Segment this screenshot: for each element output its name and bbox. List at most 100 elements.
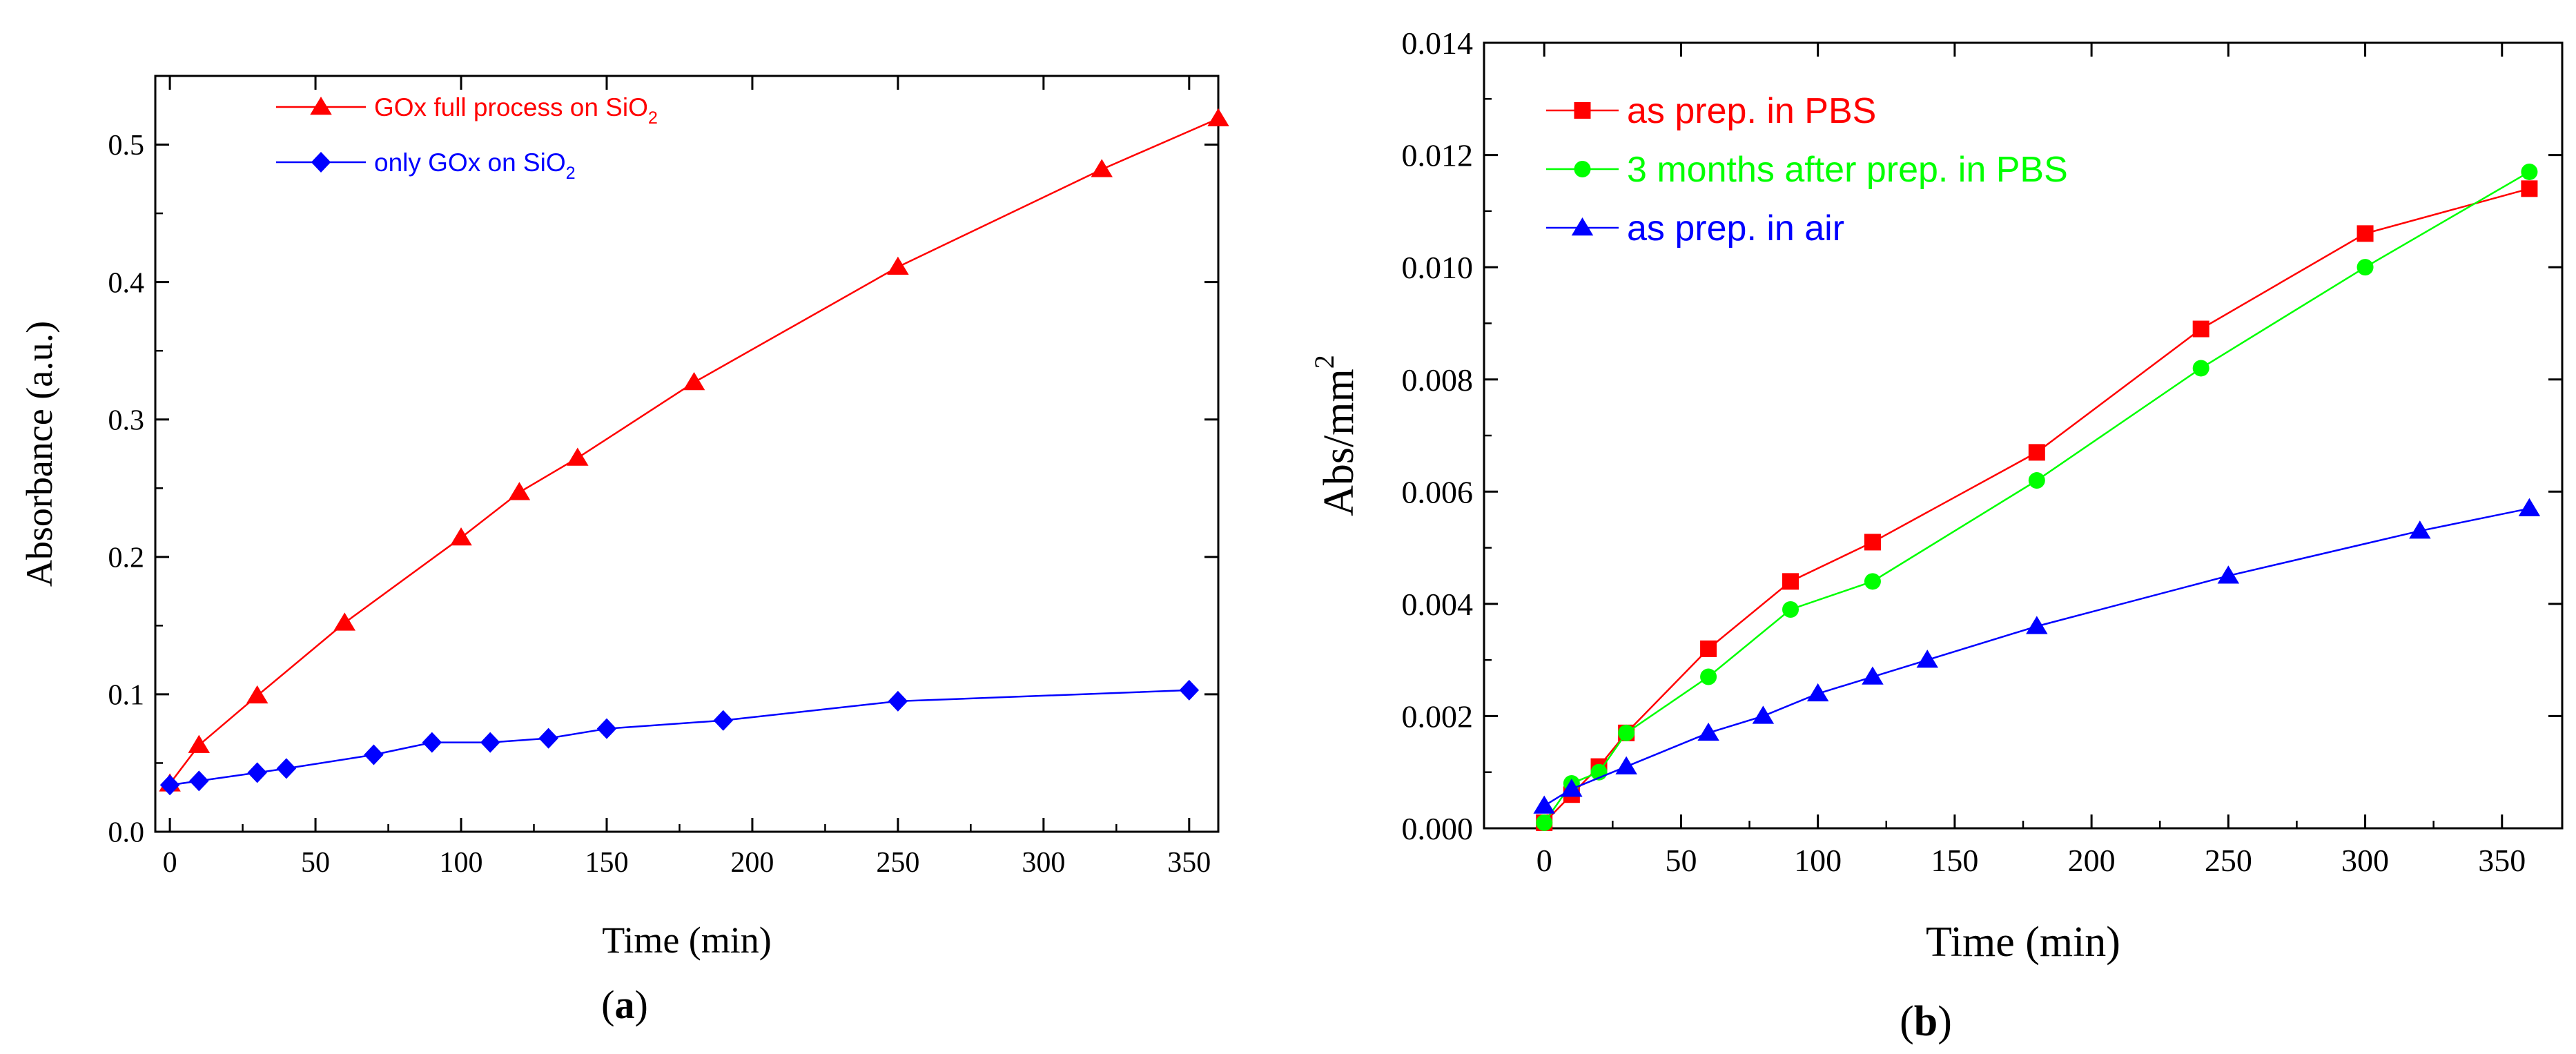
data-point	[2028, 472, 2045, 489]
legend-label-subscript: 2	[566, 164, 576, 183]
x-tick-label: 350	[2478, 843, 2526, 878]
data-point	[713, 710, 733, 731]
x-tick-label: 250	[876, 847, 919, 879]
data-point	[2518, 498, 2541, 516]
data-point	[1207, 108, 1229, 126]
data-point	[1864, 534, 1881, 551]
x-tick-label: 300	[1022, 847, 1065, 879]
series-line	[1543, 507, 2530, 807]
data-point	[450, 527, 472, 546]
legend-label-text: 3 months after prep. in PBS	[1627, 150, 2068, 190]
data-point	[508, 482, 531, 500]
x-tick-label: 50	[301, 847, 330, 879]
y-tick-label: 0.1	[108, 680, 145, 712]
legend-entry: as prep. in PBS	[1546, 91, 1876, 131]
panel-label-close: )	[1938, 998, 1952, 1045]
y-tick-label: 0.010	[1402, 250, 1474, 285]
x-tick-label: 150	[585, 847, 628, 879]
series-2	[1533, 498, 2541, 814]
panel-label-open: (	[601, 982, 614, 1027]
x-tick-label: 250	[2205, 843, 2252, 878]
x-tick-label: 100	[440, 847, 483, 879]
y-tick-label: 0.008	[1402, 362, 1474, 398]
data-point	[1615, 756, 1637, 774]
legend-marker	[1571, 217, 1594, 236]
x-tick-label: 50	[1665, 843, 1697, 878]
y-tick-label: 0.4	[108, 267, 145, 299]
plot-frame	[154, 75, 1220, 833]
x-axis-label: Time (min)	[1926, 919, 2120, 966]
legend-label-text: only GOx on SiO	[374, 148, 566, 177]
y-tick-label: 0.002	[1402, 699, 1474, 734]
data-point	[247, 762, 267, 783]
panel-label-letter: b	[1914, 998, 1938, 1045]
x-tick-label: 350	[1167, 847, 1211, 879]
data-point	[2521, 180, 2538, 197]
y-tick-label: 0.012	[1402, 138, 1474, 173]
data-point	[1561, 779, 1583, 797]
data-point	[2217, 565, 2240, 584]
data-point	[2409, 520, 2431, 539]
panel-label-open: (	[1900, 998, 1914, 1045]
y-tick-label: 0.0	[108, 817, 145, 849]
data-point	[596, 718, 617, 739]
series-0	[159, 108, 1229, 792]
y-axis-label: Abs/mm2	[1309, 355, 1363, 516]
x-tick-label: 0	[163, 847, 177, 879]
data-point	[1864, 573, 1881, 590]
data-point	[1782, 573, 1799, 590]
legend-label-subscript: 2	[648, 108, 658, 128]
data-point	[1862, 666, 1884, 685]
data-point	[189, 770, 209, 792]
legend-label: as prep. in air	[1627, 208, 1844, 248]
data-point	[2192, 320, 2209, 338]
data-point	[567, 447, 589, 466]
data-point	[276, 758, 297, 779]
series-1	[159, 679, 1200, 796]
data-point	[2521, 163, 2538, 180]
data-point	[1536, 814, 1553, 831]
data-point	[159, 774, 180, 796]
x-tick-label: 200	[2068, 843, 2116, 878]
data-point	[683, 371, 705, 391]
legend-label: only GOx on SiO2	[374, 148, 576, 183]
legend-label-text: as prep. in PBS	[1627, 91, 1876, 131]
data-point	[2357, 259, 2374, 276]
x-tick-label: 150	[1931, 843, 1978, 878]
data-point	[2028, 444, 2045, 461]
series-1	[1536, 163, 2538, 831]
data-point	[1091, 159, 1113, 177]
panel-a-chart: 0 50 100 150 200 250 300 350 0.0 0.1 0.2 0.3 0.4 0.5 T…	[19, 75, 1229, 1027]
data-point	[888, 690, 908, 712]
y-tick-label: 0.3	[108, 404, 145, 436]
data-point	[1533, 795, 1555, 814]
data-point	[2357, 225, 2374, 242]
y-tick-label: 0.000	[1402, 811, 1474, 846]
data-point	[1179, 679, 1200, 701]
panel-label-letter: a	[615, 982, 635, 1027]
y-tick-label: 0.006	[1402, 474, 1474, 509]
legend-label-text: GOx full process on SiO	[374, 93, 648, 121]
legend-label: 3 months after prep. in PBS	[1627, 150, 2068, 190]
legend-marker	[310, 97, 332, 115]
x-tick-label: 0	[1536, 843, 1552, 878]
panel-label: (a)	[601, 982, 648, 1027]
panel-label: (b)	[1900, 998, 1952, 1045]
data-point	[887, 256, 909, 275]
y-tick-label: 0.004	[1402, 587, 1474, 622]
legend-label: GOx full process on SiO2	[374, 93, 658, 128]
data-point	[1700, 668, 1717, 685]
data-point	[333, 612, 355, 631]
data-point	[246, 685, 269, 704]
data-point	[1618, 724, 1635, 741]
x-tick-label: 200	[730, 847, 774, 879]
legend-marker	[311, 152, 331, 173]
data-point	[422, 732, 442, 753]
y-axis-label-text: Absorbance (a.u.)	[19, 321, 60, 587]
y-tick-label: 0.2	[108, 543, 145, 574]
y-axis-label-superscript: 2	[1309, 355, 1340, 369]
data-point	[1697, 722, 1719, 741]
panel-label-close: )	[635, 982, 648, 1027]
y-axis-label-text: Abs/mm	[1316, 369, 1363, 516]
